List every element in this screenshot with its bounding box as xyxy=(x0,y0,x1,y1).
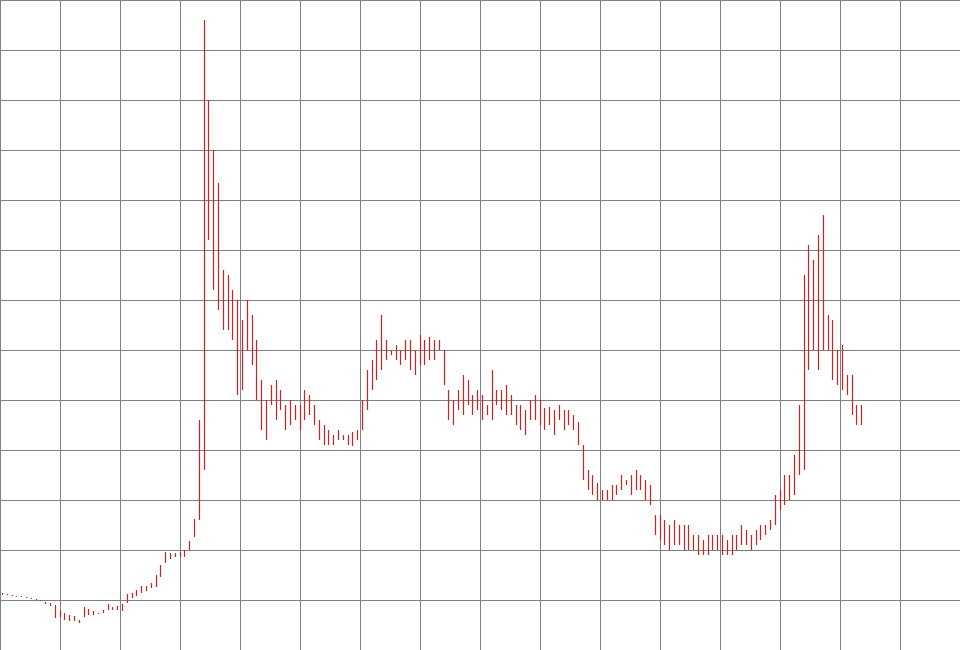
price-bars xyxy=(1,20,863,623)
